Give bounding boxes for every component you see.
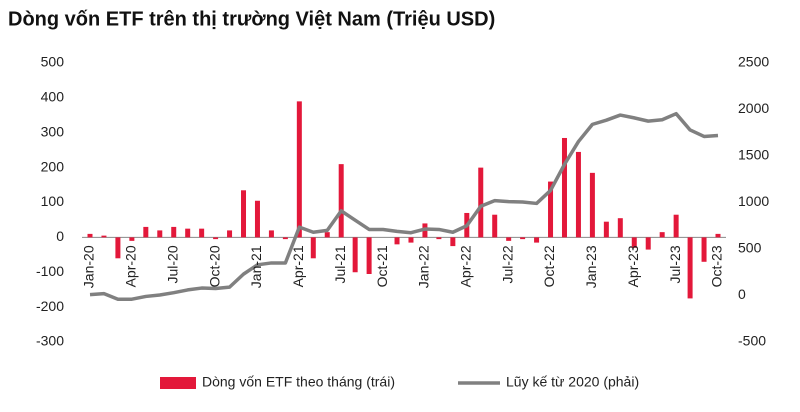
bar xyxy=(715,233,721,238)
legend-label: Lũy kế từ 2020 (phải) xyxy=(506,374,639,390)
legend-swatch xyxy=(160,377,196,389)
bar xyxy=(171,226,177,238)
x-tick-label: Oct-20 xyxy=(206,245,222,287)
bar xyxy=(394,237,400,245)
y-tick-label: 0 xyxy=(56,228,64,244)
bar xyxy=(645,237,651,250)
x-tick-label: Apr-22 xyxy=(458,245,474,287)
y-tick-label: -200 xyxy=(36,298,64,314)
bar xyxy=(408,237,414,243)
bar xyxy=(701,237,707,262)
bar xyxy=(631,237,637,248)
x-tick-label: Jul-23 xyxy=(667,245,683,283)
y-tick-label: -300 xyxy=(36,333,64,349)
bar xyxy=(227,230,233,238)
x-tick-label: Jul-22 xyxy=(499,245,515,283)
bar xyxy=(143,226,149,238)
bar xyxy=(561,137,567,238)
x-tick-label: Jul-21 xyxy=(332,245,348,283)
y-tick-label: 200 xyxy=(41,158,65,174)
x-tick-label: Jul-20 xyxy=(164,245,180,283)
bar xyxy=(478,167,484,238)
bar xyxy=(436,237,442,240)
y2-tick-label: 2500 xyxy=(738,54,769,70)
y2-tick-label: 1500 xyxy=(738,147,769,163)
bar xyxy=(254,200,260,238)
bar xyxy=(603,221,609,238)
bar xyxy=(199,228,205,238)
y2-tick-label: 1000 xyxy=(738,193,769,209)
bar xyxy=(687,237,693,299)
bar xyxy=(268,230,274,238)
bar xyxy=(338,164,344,238)
y-tick-label: -100 xyxy=(36,263,64,279)
x-tick-label: Jan-21 xyxy=(248,245,264,288)
x-tick-label: Jan-22 xyxy=(416,245,432,288)
chart-title: Dòng vốn ETF trên thị trường Việt Nam (T… xyxy=(8,8,495,30)
x-tick-label: Apr-20 xyxy=(123,245,139,287)
bar xyxy=(673,214,679,238)
x-tick-label: Apr-23 xyxy=(625,245,641,287)
bar xyxy=(589,172,595,238)
legend-label: Dòng vốn ETF theo tháng (trái) xyxy=(202,374,395,390)
bar xyxy=(506,237,512,241)
x-tick-label: Apr-21 xyxy=(290,245,306,287)
bar xyxy=(213,237,219,240)
y2-tick-label: 0 xyxy=(738,286,746,302)
y-tick-label: 300 xyxy=(41,123,65,139)
bar xyxy=(575,151,581,238)
bar xyxy=(101,235,107,238)
bar xyxy=(115,237,121,259)
y2-tick-label: -500 xyxy=(738,333,766,349)
bar xyxy=(366,237,372,274)
y2-tick-label: 2000 xyxy=(738,100,769,116)
bar xyxy=(520,237,526,240)
x-tick-label: Jan-23 xyxy=(583,245,599,288)
x-tick-label: Oct-23 xyxy=(709,245,725,287)
bar xyxy=(534,237,540,243)
bar xyxy=(241,190,247,238)
bar xyxy=(352,237,358,273)
y-tick-label: 100 xyxy=(41,193,65,209)
bar xyxy=(129,237,135,241)
x-tick-label: Oct-22 xyxy=(541,245,557,287)
bar xyxy=(659,232,665,238)
bar xyxy=(87,233,93,238)
bar xyxy=(492,214,498,238)
bar xyxy=(617,218,623,238)
y-tick-label: 500 xyxy=(41,54,65,70)
bar xyxy=(157,230,163,238)
y-tick-label: 400 xyxy=(41,89,65,105)
bar xyxy=(548,181,554,238)
x-tick-label: Jan-20 xyxy=(81,245,97,288)
x-tick-label: Oct-21 xyxy=(374,245,390,287)
line xyxy=(89,111,719,301)
bar xyxy=(185,228,191,238)
bar xyxy=(450,237,456,247)
bar xyxy=(282,237,288,240)
bar xyxy=(310,237,316,259)
bar xyxy=(296,101,302,238)
y2-tick-label: 500 xyxy=(738,240,762,256)
bar xyxy=(324,232,330,238)
